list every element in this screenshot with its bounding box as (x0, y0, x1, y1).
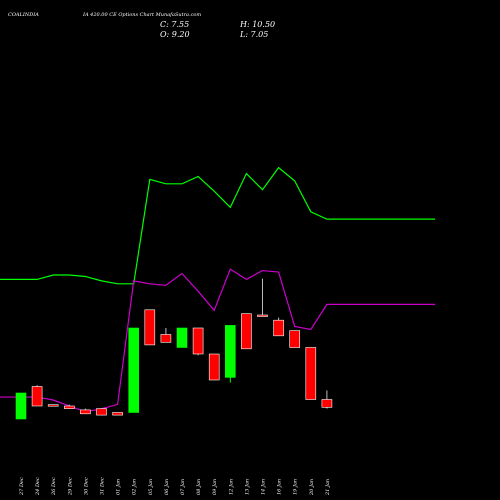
candle-body (64, 405, 75, 409)
x-tick-label: 07 Jan (180, 479, 186, 495)
candle-body (47, 404, 59, 407)
candle (80, 408, 91, 415)
candle (96, 408, 107, 416)
x-tick-label: 29 Dec (67, 477, 73, 496)
candle (225, 325, 236, 383)
x-tick-label: 09 Jan (212, 479, 218, 495)
candle (273, 317, 284, 337)
candle-body (192, 327, 204, 355)
x-tick-label: 02 Jan (132, 479, 138, 495)
candle-body (208, 353, 220, 381)
x-tick-label: 12 Jan (228, 479, 234, 495)
candle-body (305, 347, 317, 400)
candle-body (15, 392, 27, 420)
open-label: O: 9.20 (160, 30, 190, 39)
candle-body (273, 319, 284, 337)
candle-body (144, 309, 156, 346)
candle (305, 347, 317, 400)
green-series-line (0, 166, 435, 285)
candle (208, 353, 220, 381)
candle (289, 330, 301, 348)
candle-body (96, 408, 107, 416)
x-tick-label: 26 Dec (51, 477, 57, 496)
x-tick-label: 16 Jan (277, 479, 283, 495)
candle-body (289, 330, 301, 348)
candle-body (80, 409, 91, 415)
candle (241, 313, 252, 350)
candle (192, 327, 204, 356)
x-tick-label: 06 Jan (164, 479, 170, 495)
candle-body (241, 313, 252, 350)
x-tick-label: 19 Jan (293, 479, 299, 495)
x-tick-label: 05 Jan (148, 479, 154, 495)
contract-label: IA 420.00 CE Options Chart MunafaSutra.c… (83, 12, 202, 18)
symbol-label: COALINDIA (8, 12, 39, 18)
x-tick-label: 01 Jan (116, 479, 122, 495)
candle-body (112, 412, 123, 416)
x-tick-label: 14 Jan (261, 479, 267, 495)
candle (47, 404, 59, 407)
x-tick-label: 08 Jan (196, 479, 202, 495)
candle-body (257, 314, 268, 317)
magenta-series-line (0, 268, 435, 413)
candle-body (176, 327, 188, 348)
candle (257, 278, 268, 317)
candle (128, 327, 139, 413)
high-label: H: 10.50 (240, 20, 276, 29)
candle-body (160, 334, 172, 343)
candle (31, 385, 43, 407)
x-tick-label: 21 Jan (325, 479, 331, 496)
candle (112, 412, 123, 416)
candle-body (128, 327, 139, 413)
candle-body (31, 386, 43, 407)
candle (64, 404, 75, 409)
candle (144, 309, 156, 346)
x-tick-label: 27 Dec (19, 477, 25, 496)
candle-body (225, 325, 236, 378)
low-label: L: 7.05 (240, 30, 269, 39)
close-label: C: 7.55 (160, 20, 190, 29)
x-tick-label: 24 Dec (35, 477, 41, 496)
candle (176, 327, 188, 348)
x-tick-label: 30 Dec (83, 477, 89, 495)
candle (160, 328, 172, 343)
candle-body (321, 399, 333, 408)
x-tick-label: 31 Dec (100, 477, 106, 495)
x-tick-label: 13 Jan (244, 479, 250, 495)
candle (15, 392, 27, 420)
candle (321, 390, 333, 409)
x-tick-label: 20 Jan (309, 479, 315, 496)
